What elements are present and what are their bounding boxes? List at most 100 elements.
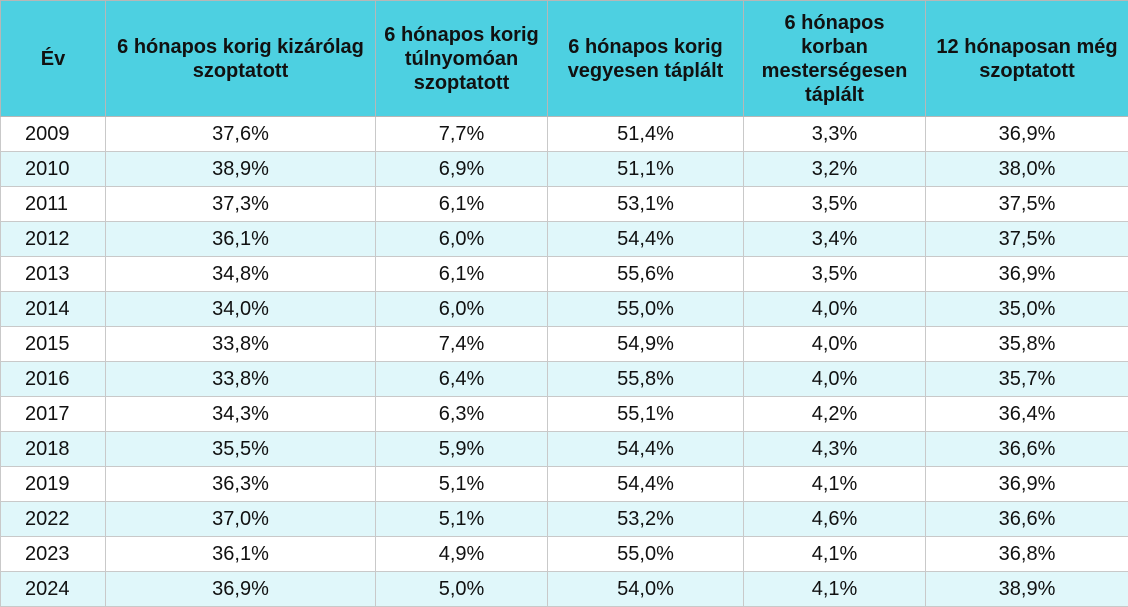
cell-year: 2019 xyxy=(0,466,106,502)
table-row: 2011 37,3% 6,1% 53,1% 3,5% 37,5% xyxy=(0,186,1128,222)
cell-mixed: 54,9% xyxy=(547,326,744,362)
cell-12-months: 37,5% xyxy=(925,186,1128,222)
cell-exclusive: 36,9% xyxy=(105,571,376,607)
cell-12-months: 35,8% xyxy=(925,326,1128,362)
header-mixed: 6 hónapos korig vegyesen táplált xyxy=(547,0,744,117)
cell-mixed: 55,6% xyxy=(547,256,744,292)
cell-predominant: 4,9% xyxy=(375,536,548,572)
cell-artificial: 4,2% xyxy=(743,396,926,432)
cell-exclusive: 36,3% xyxy=(105,466,376,502)
cell-12-months: 35,7% xyxy=(925,361,1128,397)
cell-year: 2023 xyxy=(0,536,106,572)
header-row: Év 6 hónapos korig kizárólag szoptatott … xyxy=(0,0,1128,117)
cell-artificial: 4,0% xyxy=(743,326,926,362)
cell-exclusive: 33,8% xyxy=(105,361,376,397)
cell-12-months: 36,4% xyxy=(925,396,1128,432)
cell-year: 2010 xyxy=(0,151,106,187)
cell-artificial: 3,3% xyxy=(743,116,926,152)
cell-mixed: 55,8% xyxy=(547,361,744,397)
cell-12-months: 36,9% xyxy=(925,256,1128,292)
cell-mixed: 54,4% xyxy=(547,431,744,467)
cell-exclusive: 37,6% xyxy=(105,116,376,152)
cell-year: 2015 xyxy=(0,326,106,362)
header-year: Év xyxy=(0,0,106,117)
cell-mixed: 55,1% xyxy=(547,396,744,432)
header-predominant: 6 hónapos korig túlnyomóan szoptatott xyxy=(375,0,548,117)
table-body: 2009 37,6% 7,7% 51,4% 3,3% 36,9% 2010 38,9% 6,9%… xyxy=(0,116,1128,607)
cell-artificial: 4,0% xyxy=(743,291,926,327)
cell-predominant: 5,0% xyxy=(375,571,548,607)
table-row: 2019 36,3% 5,1% 54,4% 4,1% 36,9% xyxy=(0,466,1128,502)
cell-predominant: 6,1% xyxy=(375,256,548,292)
cell-exclusive: 34,3% xyxy=(105,396,376,432)
cell-artificial: 4,1% xyxy=(743,466,926,502)
cell-year: 2013 xyxy=(0,256,106,292)
cell-year: 2024 xyxy=(0,571,106,607)
table-row: 2018 35,5% 5,9% 54,4% 4,3% 36,6% xyxy=(0,431,1128,467)
header-exclusive: 6 hónapos korig kizárólag szoptatott xyxy=(105,0,376,117)
cell-year: 2009 xyxy=(0,116,106,152)
cell-predominant: 6,0% xyxy=(375,291,548,327)
table-row: 2010 38,9% 6,9% 51,1% 3,2% 38,0% xyxy=(0,151,1128,187)
cell-12-months: 38,9% xyxy=(925,571,1128,607)
cell-year: 2011 xyxy=(0,186,106,222)
table-row: 2017 34,3% 6,3% 55,1% 4,2% 36,4% xyxy=(0,396,1128,432)
cell-12-months: 38,0% xyxy=(925,151,1128,187)
cell-artificial: 3,5% xyxy=(743,186,926,222)
cell-artificial: 4,0% xyxy=(743,361,926,397)
cell-exclusive: 37,3% xyxy=(105,186,376,222)
cell-artificial: 4,3% xyxy=(743,431,926,467)
cell-year: 2014 xyxy=(0,291,106,327)
table-row: 2014 34,0% 6,0% 55,0% 4,0% 35,0% xyxy=(0,291,1128,327)
header-artificial: 6 hónapos korban mesterségesen táplált xyxy=(743,0,926,117)
cell-mixed: 53,1% xyxy=(547,186,744,222)
table-row: 2013 34,8% 6,1% 55,6% 3,5% 36,9% xyxy=(0,256,1128,292)
cell-mixed: 53,2% xyxy=(547,501,744,537)
cell-mixed: 51,1% xyxy=(547,151,744,187)
cell-artificial: 3,5% xyxy=(743,256,926,292)
table-row: 2016 33,8% 6,4% 55,8% 4,0% 35,7% xyxy=(0,361,1128,397)
cell-mixed: 54,4% xyxy=(547,466,744,502)
cell-exclusive: 36,1% xyxy=(105,221,376,257)
cell-exclusive: 37,0% xyxy=(105,501,376,537)
table-row: 2023 36,1% 4,9% 55,0% 4,1% 36,8% xyxy=(0,536,1128,572)
table-row: 2012 36,1% 6,0% 54,4% 3,4% 37,5% xyxy=(0,221,1128,257)
cell-year: 2022 xyxy=(0,501,106,537)
cell-exclusive: 36,1% xyxy=(105,536,376,572)
cell-predominant: 5,9% xyxy=(375,431,548,467)
cell-12-months: 36,6% xyxy=(925,431,1128,467)
cell-predominant: 5,1% xyxy=(375,466,548,502)
cell-predominant: 6,0% xyxy=(375,221,548,257)
cell-artificial: 4,1% xyxy=(743,571,926,607)
cell-predominant: 7,4% xyxy=(375,326,548,362)
table-row: 2015 33,8% 7,4% 54,9% 4,0% 35,8% xyxy=(0,326,1128,362)
cell-12-months: 36,8% xyxy=(925,536,1128,572)
cell-predominant: 7,7% xyxy=(375,116,548,152)
cell-year: 2018 xyxy=(0,431,106,467)
cell-mixed: 51,4% xyxy=(547,116,744,152)
cell-artificial: 4,6% xyxy=(743,501,926,537)
cell-artificial: 3,2% xyxy=(743,151,926,187)
cell-exclusive: 34,0% xyxy=(105,291,376,327)
cell-mixed: 54,4% xyxy=(547,221,744,257)
cell-12-months: 36,9% xyxy=(925,116,1128,152)
cell-year: 2017 xyxy=(0,396,106,432)
cell-predominant: 6,9% xyxy=(375,151,548,187)
cell-exclusive: 35,5% xyxy=(105,431,376,467)
cell-predominant: 6,4% xyxy=(375,361,548,397)
cell-year: 2016 xyxy=(0,361,106,397)
cell-12-months: 36,9% xyxy=(925,466,1128,502)
table-row: 2024 36,9% 5,0% 54,0% 4,1% 38,9% xyxy=(0,571,1128,607)
cell-12-months: 37,5% xyxy=(925,221,1128,257)
cell-mixed: 55,0% xyxy=(547,536,744,572)
cell-12-months: 36,6% xyxy=(925,501,1128,537)
cell-12-months: 35,0% xyxy=(925,291,1128,327)
cell-artificial: 4,1% xyxy=(743,536,926,572)
cell-exclusive: 34,8% xyxy=(105,256,376,292)
cell-exclusive: 38,9% xyxy=(105,151,376,187)
cell-predominant: 6,1% xyxy=(375,186,548,222)
table-row: 2022 37,0% 5,1% 53,2% 4,6% 36,6% xyxy=(0,501,1128,537)
cell-artificial: 3,4% xyxy=(743,221,926,257)
table-row: 2009 37,6% 7,7% 51,4% 3,3% 36,9% xyxy=(0,116,1128,152)
